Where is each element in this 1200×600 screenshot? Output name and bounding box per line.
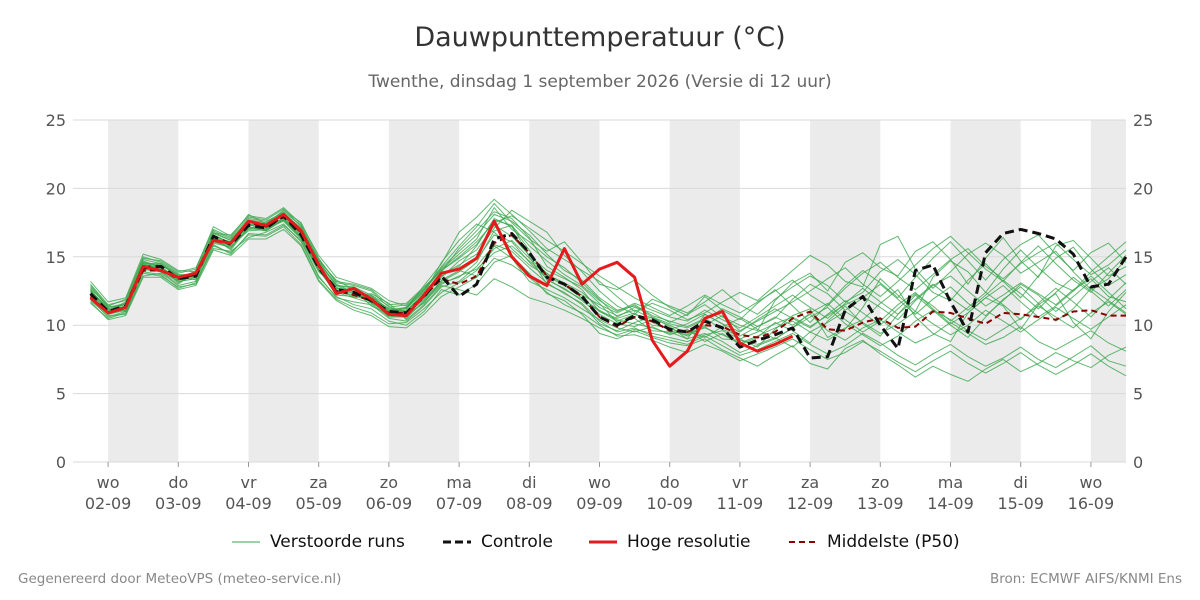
ensemble-member-line xyxy=(90,202,1127,324)
y-tick-label-right: 25 xyxy=(1133,111,1153,130)
day-shade-band xyxy=(950,120,1021,462)
day-shade-band xyxy=(248,120,319,462)
x-tick-day-label: do xyxy=(168,473,188,492)
x-tick-day-label: di xyxy=(522,473,537,492)
chart-title: Dauwpunttemperatuur (°C) xyxy=(414,22,786,53)
ensemble-member-line xyxy=(90,219,1127,343)
series-line-controle xyxy=(89,214,1128,360)
x-tick-day-label: ma xyxy=(446,473,471,492)
ensemble-member-line xyxy=(90,208,1127,317)
x-tick-date-label: 12-09 xyxy=(787,494,834,513)
x-tick-day-label: vr xyxy=(732,473,748,492)
x-tick-day-label: do xyxy=(660,473,680,492)
x-tick-date-label: 06-09 xyxy=(366,494,413,513)
day-shading xyxy=(108,120,1126,462)
day-shade-band xyxy=(108,120,179,462)
main-series xyxy=(89,212,1128,368)
legend-item-median[interactable]: Middelste (P50) xyxy=(789,529,960,555)
x-tick-date-label: 14-09 xyxy=(927,494,974,513)
ensemble-member-line xyxy=(90,209,1127,315)
day-shade-band xyxy=(669,120,740,462)
x-tick-date-label: 10-09 xyxy=(646,494,693,513)
legend-swatch-red xyxy=(589,540,617,544)
x-tick-day-label: wo xyxy=(97,473,120,492)
y-tick-label-left: 25 xyxy=(46,111,66,130)
x-tick-date-label: 04-09 xyxy=(225,494,272,513)
x-tick-date-label: 02-09 xyxy=(85,494,132,513)
x-tick-date-label: 07-09 xyxy=(436,494,483,513)
ensemble-member-line xyxy=(90,224,1127,369)
ensemble-member-line xyxy=(90,226,1127,352)
legend-swatch-darkred-dashed xyxy=(789,541,817,543)
x-tick-date-label: 05-09 xyxy=(295,494,342,513)
x-tick-date-label: 08-09 xyxy=(506,494,553,513)
ensemble-member-line xyxy=(90,198,1127,321)
legend-item-high-res[interactable]: Hoge resolutie xyxy=(589,529,751,555)
legend: Verstoorde runs Controle Hoge resolutie … xyxy=(0,529,1200,555)
y-tick-label-left: 5 xyxy=(56,385,66,404)
x-tick-day-label: zo xyxy=(871,473,889,492)
y-tick-label-left: 10 xyxy=(46,316,66,335)
ensemble-member-line xyxy=(90,228,1127,377)
y-tick-label-right: 15 xyxy=(1133,248,1153,267)
day-shade-band xyxy=(810,120,881,462)
y-tick-label-right: 5 xyxy=(1133,385,1143,404)
legend-label: Middelste (P50) xyxy=(827,532,960,552)
y-tick-label-left: 15 xyxy=(46,248,66,267)
legend-item-perturbed[interactable]: Verstoorde runs xyxy=(232,529,405,555)
ensemble-member-line xyxy=(90,219,1127,344)
series-line-hoge-resolutie xyxy=(89,212,794,368)
footer-source: Bron: ECMWF AIFS/KNMI Ens xyxy=(989,571,1182,587)
footer-generated-by: Gegenereerd door MeteoVPS (meteo-service… xyxy=(18,571,342,587)
x-tick-date-label: 09-09 xyxy=(576,494,623,513)
x-tick-date-label: 15-09 xyxy=(997,494,1044,513)
x-tick-date-label: 03-09 xyxy=(155,494,202,513)
y-tick-label-left: 0 xyxy=(56,453,66,472)
y-tick-label-right: 0 xyxy=(1133,453,1143,472)
x-tick-day-label: di xyxy=(1013,473,1028,492)
legend-label: Controle xyxy=(481,532,553,552)
legend-label: Hoge resolutie xyxy=(627,532,751,552)
x-tick-date-label: 13-09 xyxy=(857,494,904,513)
x-tick-day-label: zo xyxy=(380,473,398,492)
x-tick-date-label: 16-09 xyxy=(1068,494,1115,513)
x-tick-date-label: 11-09 xyxy=(717,494,764,513)
legend-label: Verstoorde runs xyxy=(270,532,405,552)
legend-swatch-thin-green xyxy=(232,541,260,543)
chart-subtitle: Twenthe, dinsdag 1 september 2026 (Versi… xyxy=(368,72,832,92)
legend-swatch-black-dashed xyxy=(443,540,471,544)
y-tick-label-right: 10 xyxy=(1133,316,1153,335)
x-tick-day-label: za xyxy=(801,473,819,492)
day-shade-band xyxy=(1090,120,1126,462)
x-tick-day-label: za xyxy=(310,473,328,492)
y-tick-label-right: 20 xyxy=(1133,179,1153,198)
legend-item-control[interactable]: Controle xyxy=(443,529,553,555)
x-tick-day-label: wo xyxy=(1079,473,1102,492)
x-tick-day-label: wo xyxy=(588,473,611,492)
ensemble-member-line xyxy=(90,223,1127,382)
x-tick-day-label: vr xyxy=(240,473,256,492)
x-tick-day-label: ma xyxy=(938,473,963,492)
axis-labels: 0 0 5 5 10 10 15 15 20 20 25 25 wo 02-09 do 03-09 vr 04-0… xyxy=(46,111,1154,513)
y-tick-label-left: 20 xyxy=(46,179,66,198)
